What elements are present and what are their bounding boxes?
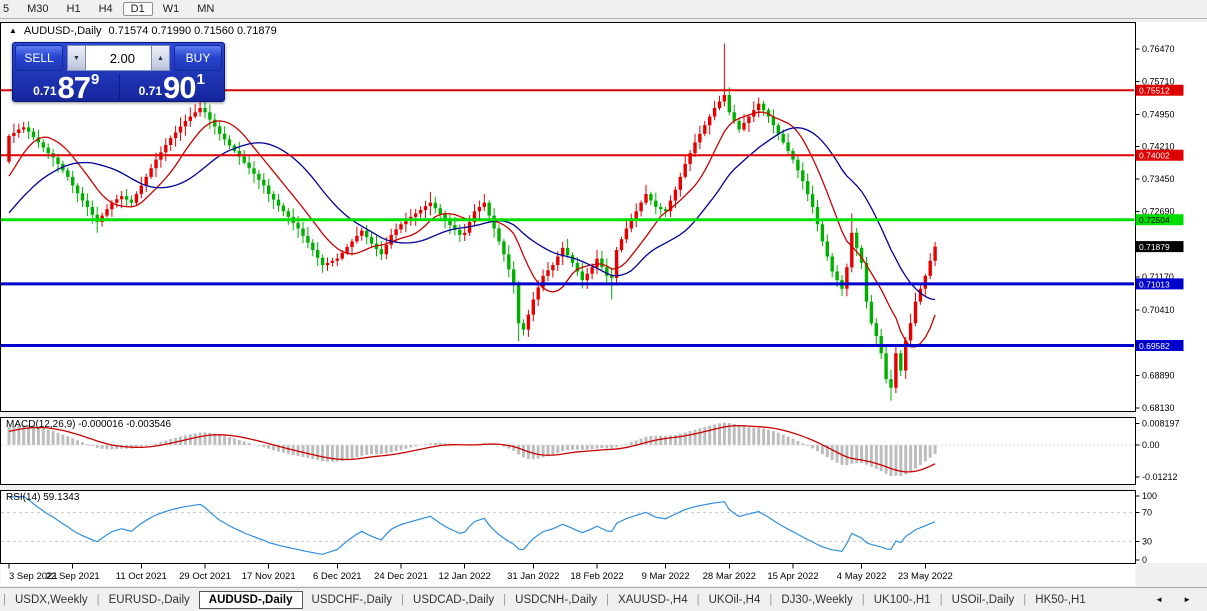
date-tick: 12 Jan 2022 (439, 571, 491, 582)
tab-separator: | (861, 593, 865, 606)
svg-text:100: 100 (1142, 491, 1157, 501)
chart-title: ▲ AUDUSD-,Daily 0.71574 0.71990 0.71560 … (9, 25, 277, 37)
date-tick: 17 Nov 2021 (242, 571, 296, 582)
svg-text:0.75512: 0.75512 (1139, 86, 1170, 96)
ohlc-values: 0.71574 0.71990 0.71560 0.71879 (108, 25, 277, 37)
svg-text:30: 30 (1142, 536, 1152, 546)
svg-text:0.00: 0.00 (1142, 440, 1160, 450)
symbol-tabbar: | USDX,Weekly | EURUSD-,Daily AUDUSD-,Daily U… (0, 587, 1207, 611)
macd-label: MACD(12,26,9) -0.000016 -0.003546 (6, 419, 172, 430)
tab-scroll-right-icon[interactable]: ► (1183, 595, 1191, 604)
svg-text:0.74002: 0.74002 (1139, 151, 1170, 161)
tab-scroll-arrows: ◄ ► (1155, 595, 1207, 604)
svg-text:0.68130: 0.68130 (1142, 403, 1175, 413)
tab-uk100-h1[interactable]: UK100-,H1 (873, 593, 931, 606)
svg-text:0.74210: 0.74210 (1142, 141, 1175, 151)
date-tick: 9 Mar 2022 (642, 571, 690, 582)
date-tick: 29 Oct 2021 (179, 571, 231, 582)
tab-separator: | (401, 593, 405, 606)
svg-text:0.76470: 0.76470 (1142, 44, 1175, 54)
svg-text:0.72690: 0.72690 (1142, 207, 1175, 217)
svg-text:0.71013: 0.71013 (1139, 279, 1170, 289)
timeframe-button-w1[interactable]: W1 (162, 3, 180, 15)
tab-usoil-daily[interactable]: USOil-,Daily (951, 593, 1015, 606)
date-tick: 11 Oct 2021 (116, 571, 167, 582)
tab-separator: | (696, 593, 700, 606)
tab-usdcnh-daily[interactable]: USDCNH-,Daily (515, 593, 597, 606)
date-tick: 24 Dec 2021 (374, 571, 428, 582)
tab-dj30-weekly[interactable]: DJ30-,Weekly (781, 593, 853, 606)
timeframe-button-5[interactable]: 5 (3, 3, 10, 15)
svg-text:0.72504: 0.72504 (1139, 215, 1170, 225)
timeframe-toolbar: 5 M30 H1 H4 D1 W1 MN (0, 0, 1207, 19)
svg-text:0.74950: 0.74950 (1142, 109, 1175, 119)
svg-text:0.75710: 0.75710 (1142, 77, 1175, 87)
volume-increase-icon[interactable]: ▲ (151, 45, 170, 71)
svg-text:0.73450: 0.73450 (1142, 174, 1175, 184)
svg-text:0.71879: 0.71879 (1139, 242, 1170, 252)
timeframe-button-m30[interactable]: M30 (27, 3, 49, 15)
macd-signal-line (8, 425, 936, 473)
svg-text:0.70410: 0.70410 (1142, 305, 1175, 315)
sell-button[interactable]: SELL (15, 45, 63, 71)
svg-text:70: 70 (1142, 508, 1152, 518)
date-tick: 15 Apr 2022 (767, 571, 818, 582)
buy-price[interactable]: 0.71 90 1 (138, 69, 205, 105)
sell-price[interactable]: 0.71 87 9 (33, 69, 100, 105)
date-tick: 18 Feb 2022 (570, 571, 623, 582)
date-tick: 4 May 2022 (837, 571, 887, 582)
tab-usdx-weekly[interactable]: USDX,Weekly (15, 593, 88, 606)
tab-hk50-h1[interactable]: HK50-,H1 (1035, 593, 1086, 606)
buy-button[interactable]: BUY (174, 45, 222, 71)
timeframe-button-d1[interactable]: D1 (122, 2, 153, 16)
date-tick: 3 Sep 2021 (9, 571, 58, 582)
rsi-label: RSI(14) 59.1343 (6, 492, 80, 503)
timeframe-button-mn[interactable]: MN (197, 3, 215, 15)
tab-separator: | (939, 593, 943, 606)
rsi-line (8, 495, 936, 555)
date-tick: 31 Jan 2022 (507, 571, 559, 582)
tab-separator: | (605, 593, 609, 606)
date-tick: 6 Dec 2021 (313, 571, 362, 582)
date-tick: 23 May 2022 (898, 571, 953, 582)
volume-input[interactable]: 2.00 (86, 45, 151, 71)
tab-usdcad-daily[interactable]: USDCAD-,Daily (413, 593, 495, 606)
candlestick-series (7, 43, 937, 401)
volume-decrease-icon[interactable]: ▼ (67, 45, 86, 71)
tab-separator: | (503, 593, 507, 606)
tab-separator: | (769, 593, 773, 606)
tab-separator: | (96, 593, 100, 606)
volume-stepper: ▼ 2.00 ▲ (67, 45, 170, 71)
tab-audusd-daily[interactable]: AUDUSD-,Daily (198, 590, 303, 609)
svg-text:-0.01212: -0.01212 (1142, 472, 1178, 482)
tab-eurusd-daily[interactable]: EURUSD-,Daily (108, 593, 190, 606)
timeframe-button-h1[interactable]: H1 (66, 3, 81, 15)
timeframe-button-h4[interactable]: H4 (98, 3, 113, 15)
date-tick: 28 Mar 2022 (703, 571, 756, 582)
tab-separator: | (3, 593, 6, 606)
tab-separator: | (1023, 593, 1027, 606)
svg-text:0.69582: 0.69582 (1139, 341, 1170, 351)
collapse-triangle-icon[interactable]: ▲ (9, 26, 17, 35)
date-tick: 22 Sep 2021 (46, 571, 100, 582)
svg-text:0.68890: 0.68890 (1142, 370, 1175, 380)
svg-text:0.008197: 0.008197 (1142, 418, 1180, 428)
tab-xauusd-h4[interactable]: XAUUSD-,H4 (617, 593, 688, 606)
symbol-period-label: AUDUSD-,Daily (23, 25, 102, 37)
tab-ukoil-h4[interactable]: UKOil-,H4 (708, 593, 761, 606)
tab-usdchf-daily[interactable]: USDCHF-,Daily (311, 593, 393, 606)
svg-text:0.71170: 0.71170 (1142, 272, 1174, 282)
svg-text:0: 0 (1142, 555, 1147, 565)
tab-scroll-left-icon[interactable]: ◄ (1155, 595, 1164, 604)
one-click-trading-panel: SELL ▼ 2.00 ▲ BUY 0.71 87 9 0.71 90 1 (12, 42, 225, 105)
